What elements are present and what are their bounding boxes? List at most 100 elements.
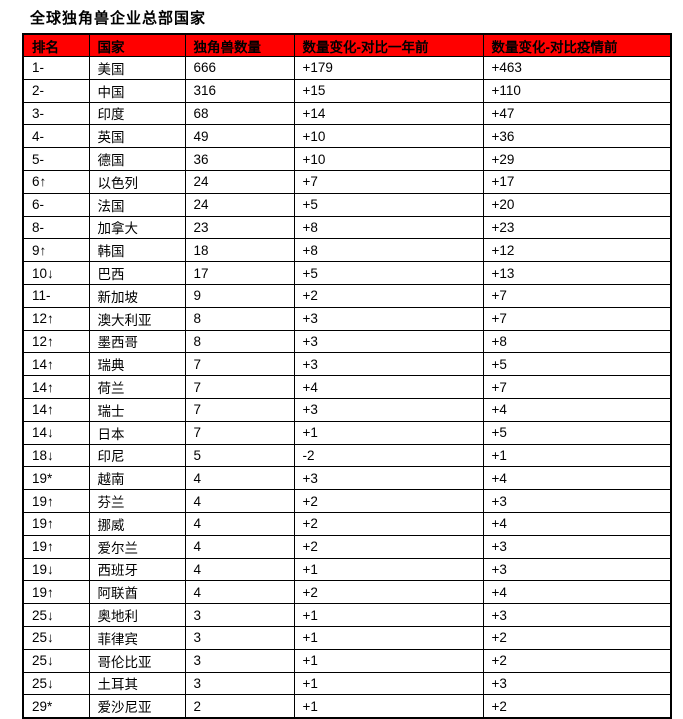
cell-change-vs-pre-pandemic: +5 [482,420,672,445]
cell-change-vs-one-year-ago: +4 [293,375,484,399]
cell-country: 奥地利 [88,603,186,627]
cell-change-vs-pre-pandemic: +2 [482,694,672,719]
column-header-rank: 排名 [22,33,90,57]
cell-unicorn-count: 5 [184,443,295,468]
cell-unicorn-count: 3 [184,603,295,627]
cell-rank: 25↓ [22,648,90,673]
table-body: 1- 美国 666 +179 +463 2- 中国 316 +15 +110 3- 印度 68 +14 +4… [22,56,672,719]
table-row: 9↑ 韩国 18 +8 +12 [22,238,672,263]
table-row: 5- 德国 36 +10 +29 [22,147,672,171]
cell-country: 加拿大 [88,215,186,240]
cell-change-vs-one-year-ago: +3 [293,466,484,491]
cell-change-vs-pre-pandemic: +7 [482,283,672,308]
cell-country: 越南 [88,466,186,491]
cell-change-vs-pre-pandemic: +3 [482,603,672,627]
table-row: 14↓ 日本 7 +1 +5 [22,420,672,445]
cell-change-vs-one-year-ago: +10 [293,124,484,149]
cell-change-vs-one-year-ago: +1 [293,603,484,627]
cell-country: 印尼 [88,443,186,468]
cell-change-vs-pre-pandemic: +23 [482,215,672,240]
cell-rank: 12↑ [22,306,90,331]
cell-rank: 25↓ [22,603,90,627]
cell-change-vs-one-year-ago: +8 [293,238,484,263]
table-row: 14↑ 瑞士 7 +3 +4 [22,397,672,422]
table-row: 2- 中国 316 +15 +110 [22,78,672,103]
cell-change-vs-pre-pandemic: +8 [482,329,672,354]
cell-change-vs-one-year-ago: +2 [293,511,484,536]
cell-country: 韩国 [88,238,186,263]
cell-change-vs-pre-pandemic: +12 [482,238,672,263]
cell-rank: 6↑ [22,169,90,194]
column-header-country: 国家 [88,33,186,57]
cell-rank: 14↑ [22,375,90,399]
cell-change-vs-pre-pandemic: +29 [482,147,672,171]
cell-change-vs-pre-pandemic: +17 [482,169,672,194]
cell-unicorn-count: 4 [184,511,295,536]
cell-rank: 19↑ [22,534,90,559]
cell-rank: 29* [22,694,90,719]
cell-rank: 19↑ [22,580,90,605]
cell-rank: 14↓ [22,420,90,445]
cell-change-vs-pre-pandemic: +3 [482,489,672,513]
cell-change-vs-pre-pandemic: +4 [482,580,672,605]
table-row: 11- 新加坡 9 +2 +7 [22,283,672,308]
cell-country: 中国 [88,78,186,103]
table-header: 排名 国家 独角兽数量 数量变化-对比一年前 数量变化-对比疫情前 [22,33,672,57]
column-header-change-vs-one-year-ago: 数量变化-对比一年前 [293,33,484,57]
table-row: 18↓ 印尼 5 -2 +1 [22,443,672,468]
cell-rank: 2- [22,78,90,103]
cell-change-vs-pre-pandemic: +2 [482,625,672,650]
table-row: 4- 英国 49 +10 +36 [22,124,672,149]
cell-change-vs-one-year-ago: +179 [293,56,484,80]
cell-rank: 11- [22,283,90,308]
table-row: 25↓ 菲律宾 3 +1 +2 [22,625,672,650]
cell-unicorn-count: 49 [184,124,295,149]
cell-unicorn-count: 24 [184,169,295,194]
cell-change-vs-one-year-ago: +5 [293,192,484,217]
cell-change-vs-pre-pandemic: +4 [482,466,672,491]
cell-unicorn-count: 7 [184,420,295,445]
cell-country: 德国 [88,147,186,171]
cell-unicorn-count: 9 [184,283,295,308]
cell-rank: 10↓ [22,261,90,285]
cell-unicorn-count: 68 [184,101,295,126]
cell-change-vs-pre-pandemic: +36 [482,124,672,149]
cell-change-vs-one-year-ago: +8 [293,215,484,240]
table-row: 8- 加拿大 23 +8 +23 [22,215,672,240]
cell-country: 荷兰 [88,375,186,399]
column-header-change-vs-pre-pandemic: 数量变化-对比疫情前 [482,33,672,57]
cell-country: 爱尔兰 [88,534,186,559]
table-row: 25↓ 奥地利 3 +1 +3 [22,603,672,627]
page-title: 全球独角兽企业总部国家 [30,10,207,27]
cell-change-vs-one-year-ago: +2 [293,580,484,605]
cell-change-vs-pre-pandemic: +4 [482,397,672,422]
cell-country: 英国 [88,124,186,149]
cell-change-vs-pre-pandemic: +3 [482,557,672,582]
cell-rank: 4- [22,124,90,149]
cell-unicorn-count: 36 [184,147,295,171]
cell-country: 芬兰 [88,489,186,513]
cell-change-vs-one-year-ago: +7 [293,169,484,194]
cell-change-vs-pre-pandemic: +4 [482,511,672,536]
cell-change-vs-one-year-ago: +2 [293,283,484,308]
cell-country: 阿联酋 [88,580,186,605]
cell-change-vs-one-year-ago: +3 [293,306,484,331]
cell-country: 哥伦比亚 [88,648,186,673]
table-row: 19↓ 西班牙 4 +1 +3 [22,557,672,582]
table-row: 19↑ 阿联酋 4 +2 +4 [22,580,672,605]
table-header-row: 排名 国家 独角兽数量 数量变化-对比一年前 数量变化-对比疫情前 [22,33,672,57]
cell-country: 墨西哥 [88,329,186,354]
cell-change-vs-one-year-ago: +1 [293,648,484,673]
cell-change-vs-pre-pandemic: +463 [482,56,672,80]
cell-unicorn-count: 3 [184,648,295,673]
cell-change-vs-pre-pandemic: +110 [482,78,672,103]
cell-rank: 25↓ [22,625,90,650]
cell-change-vs-pre-pandemic: +2 [482,648,672,673]
cell-change-vs-one-year-ago: +14 [293,101,484,126]
cell-change-vs-one-year-ago: -2 [293,443,484,468]
cell-unicorn-count: 3 [184,671,295,696]
table-row: 10↓ 巴西 17 +5 +13 [22,261,672,285]
cell-unicorn-count: 4 [184,557,295,582]
table-row: 6↑ 以色列 24 +7 +17 [22,169,672,194]
